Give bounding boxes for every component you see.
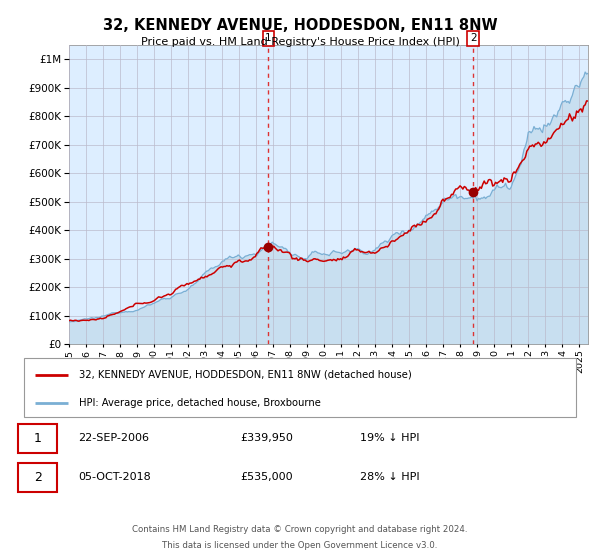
FancyBboxPatch shape (18, 463, 57, 492)
Text: £535,000: £535,000 (240, 473, 293, 482)
Text: 1: 1 (265, 34, 272, 44)
Text: 2: 2 (470, 34, 476, 44)
Text: 32, KENNEDY AVENUE, HODDESDON, EN11 8NW (detached house): 32, KENNEDY AVENUE, HODDESDON, EN11 8NW … (79, 370, 412, 380)
Text: £339,950: £339,950 (240, 433, 293, 443)
Text: HPI: Average price, detached house, Broxbourne: HPI: Average price, detached house, Brox… (79, 398, 321, 408)
Text: This data is licensed under the Open Government Licence v3.0.: This data is licensed under the Open Gov… (163, 542, 437, 550)
Text: 2: 2 (34, 471, 42, 484)
Text: 28% ↓ HPI: 28% ↓ HPI (360, 473, 419, 482)
Text: 22-SEP-2006: 22-SEP-2006 (78, 433, 149, 443)
Text: 05-OCT-2018: 05-OCT-2018 (78, 473, 151, 482)
Text: 32, KENNEDY AVENUE, HODDESDON, EN11 8NW: 32, KENNEDY AVENUE, HODDESDON, EN11 8NW (103, 18, 497, 32)
Text: Price paid vs. HM Land Registry's House Price Index (HPI): Price paid vs. HM Land Registry's House … (140, 37, 460, 47)
FancyBboxPatch shape (18, 423, 57, 452)
Text: 1: 1 (34, 432, 42, 445)
Text: Contains HM Land Registry data © Crown copyright and database right 2024.: Contains HM Land Registry data © Crown c… (132, 525, 468, 534)
Text: 19% ↓ HPI: 19% ↓ HPI (360, 433, 419, 443)
FancyBboxPatch shape (24, 358, 576, 417)
